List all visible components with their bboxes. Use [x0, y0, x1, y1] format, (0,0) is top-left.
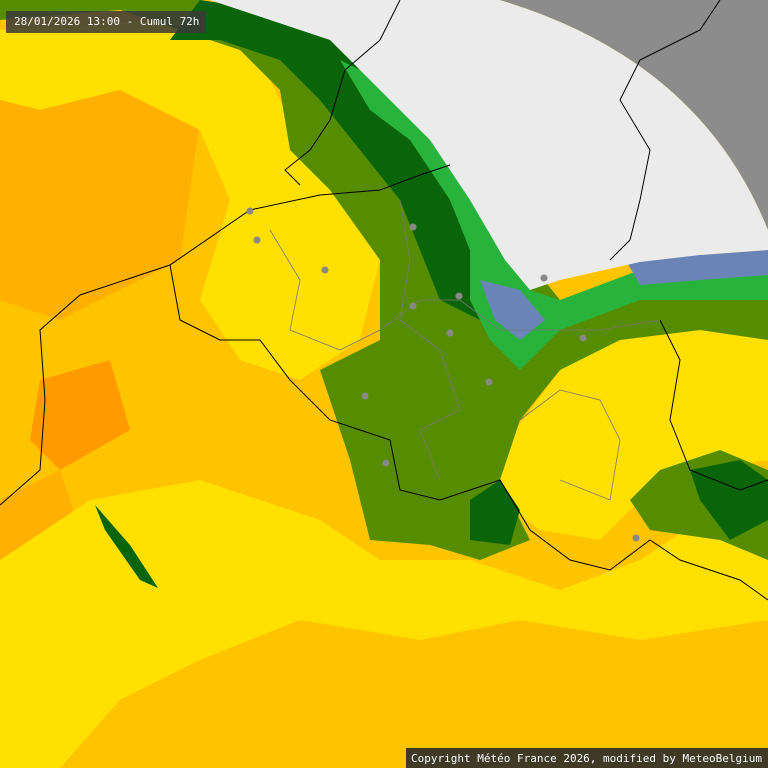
region-border — [269, 229, 661, 351]
precip-area — [170, 0, 520, 320]
out-of-range-area — [500, 0, 768, 230]
precip-area — [690, 460, 768, 540]
city-marker — [361, 392, 369, 400]
country-border — [659, 319, 768, 491]
precip-area — [470, 480, 520, 545]
country-border — [284, 0, 401, 186]
precip-area — [480, 280, 545, 340]
precip-area — [340, 60, 768, 370]
city-marker — [446, 329, 454, 337]
city-markers — [246, 207, 640, 542]
country-border — [169, 264, 768, 601]
precip-area — [95, 505, 158, 588]
city-marker — [540, 274, 548, 282]
copyright: Copyright Météo France 2026, modified by… — [411, 752, 762, 765]
precip-area — [30, 360, 130, 470]
no-data-area — [210, 0, 768, 290]
region-border — [399, 199, 461, 481]
city-marker — [579, 334, 587, 342]
city-marker — [632, 534, 640, 542]
city-marker — [321, 266, 329, 274]
city-marker — [246, 207, 254, 215]
city-marker — [409, 223, 417, 231]
timestamp: 28/01/2026 13:00 - Cumul 72h — [14, 15, 199, 28]
city-marker — [485, 378, 493, 386]
precip-area — [500, 330, 768, 540]
city-marker — [253, 236, 261, 244]
precip-area — [0, 40, 200, 320]
city-marker — [455, 292, 463, 300]
copyright-box — [406, 748, 768, 768]
timestamp-box — [6, 11, 206, 33]
region-border — [519, 389, 621, 501]
city-marker — [409, 302, 417, 310]
precip-area — [0, 480, 768, 768]
city-marker — [382, 459, 390, 467]
precip-area — [0, 0, 768, 560]
country-border — [609, 0, 721, 261]
